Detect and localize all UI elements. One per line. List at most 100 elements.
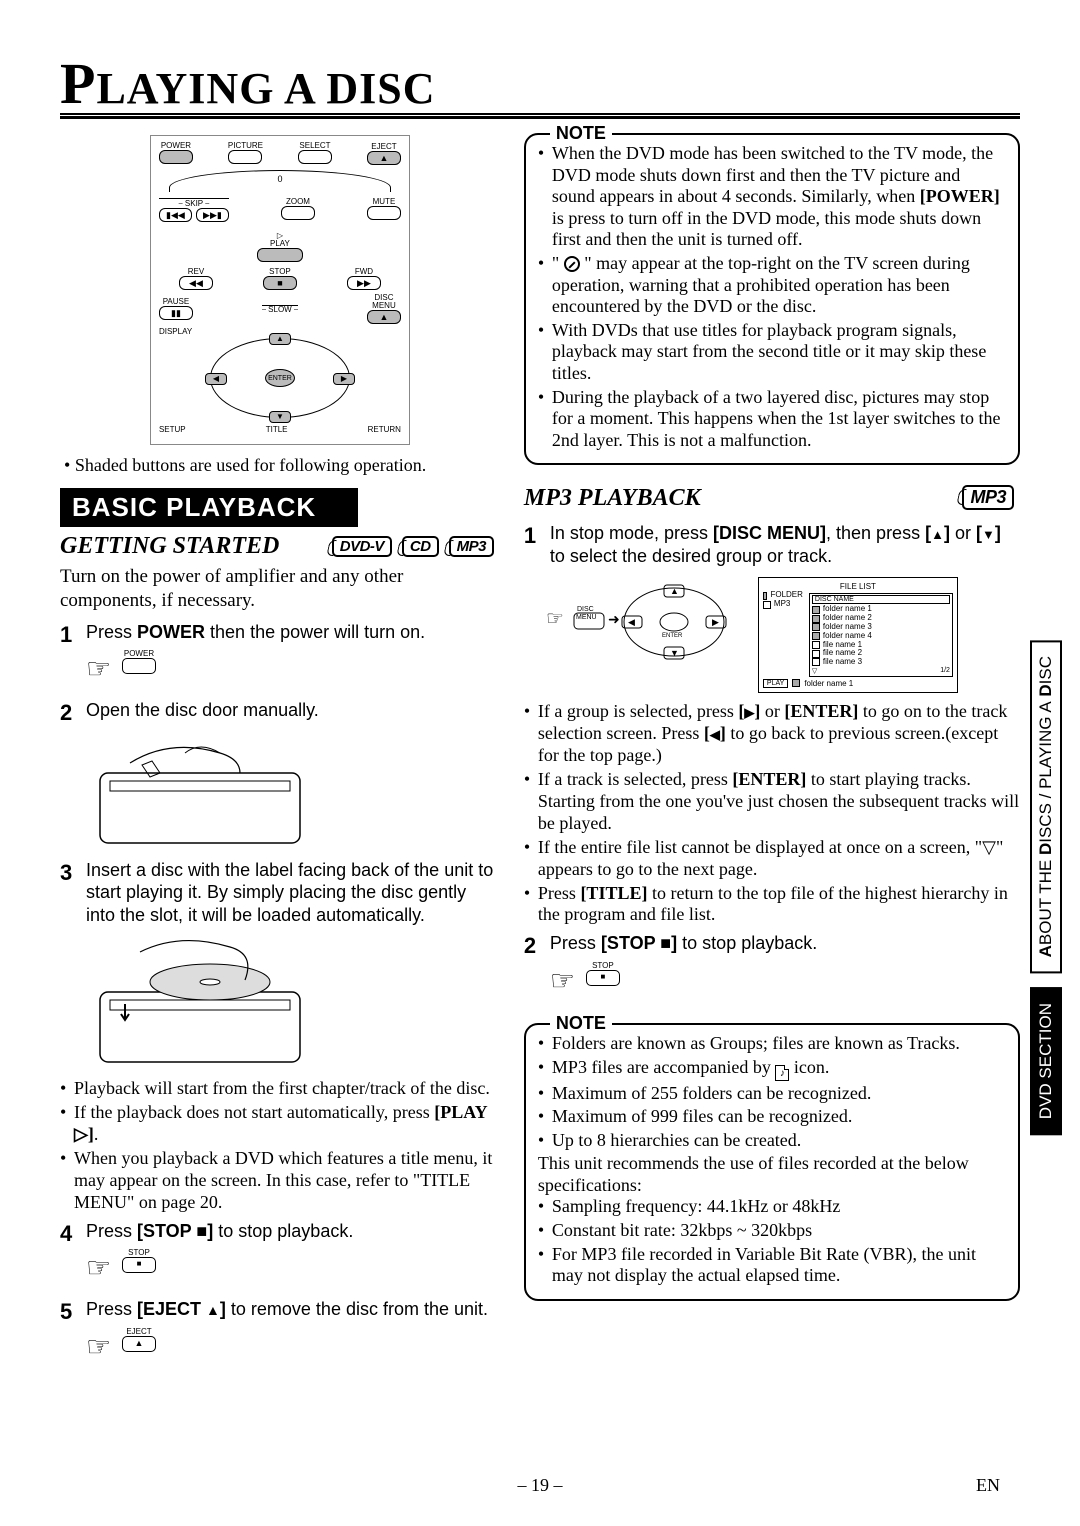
mini-btn-power: POWER [122,658,156,674]
step-number: 5 [60,1298,78,1326]
remote-label-play: PLAY [270,239,290,248]
remote-label-slow: SLOW [268,305,292,314]
page-title: PLAYING A DISC [60,50,1020,117]
gs-intro: Turn on the power of amplifier and any o… [60,565,500,613]
svg-text:☞: ☞ [546,608,564,630]
remote-label-skip: SKIP [185,199,203,208]
remote-btn-stop: ■ [263,276,297,290]
remote-btn-mute [367,206,401,220]
mp3-playback-heading: MP3 PLAYBACK [524,485,701,512]
remote-btn-zoom [281,206,315,220]
remote-btn-select [298,150,332,164]
step-text: Press [EJECT ] to remove the disc from t… [86,1298,488,1326]
remote-label-eject: EJECT [367,143,401,151]
mp3-dpad-diagram: ☞ DISC MENU ➜ ▲ ▼ ◀ ▶ ENTER [544,577,744,667]
mp3-bullets: If a group is selected, press [] or [ENT… [524,701,1020,927]
remote-dpad-right: ▶ [333,373,355,385]
step-number: 1 [524,522,542,567]
mp3-bullet: If a group is selected, press [] or [ENT… [524,701,1020,767]
page-number: – 19 – [518,1475,563,1496]
remote-dpad-enter: ENTER [265,369,295,387]
mini-btn-sym: ■ [137,1259,142,1268]
remote-btn-play [257,248,303,262]
remote-btn-skip-fwd: ▶▶▮ [196,208,229,222]
remote-label-title: TITLE [266,426,288,434]
gs-step-4: 4 Press [STOP ] to stop playback. [60,1220,500,1248]
file-row: file name 3 [823,658,862,667]
gs-bullet: When you playback a DVD which features a… [60,1148,500,1214]
svg-text:▲: ▲ [670,586,679,596]
note-box-1: NOTE When the DVD mode has been switched… [524,133,1020,465]
mini-btn-stop-2: STOP■ [586,970,620,986]
step-number: 4 [60,1220,78,1248]
remote-label-return: RETURN [368,426,401,434]
mp3-bullet: If the entire file list cannot be displa… [524,837,1020,881]
remote-dpad-left: ◀ [205,373,227,385]
note1-item: During the playback of a two layered dis… [538,387,1006,452]
title-rest: LAYING A DISC [96,64,435,113]
gs-step-5: 5 Press [EJECT ] to remove the disc from… [60,1298,500,1326]
mini-btn-eject: EJECT▲ [122,1336,156,1352]
basic-playback-banner: BASIC PLAYBACK [60,488,358,527]
remote-label-fwd: FWD [347,268,381,276]
step-text: Press [STOP ] to stop playback. [86,1220,353,1248]
step-number: 2 [524,932,542,960]
side-tab-about-discs: ABOUT THE DISCS / PLAYING A DISC [1030,640,1062,973]
remote-caption: Shaded buttons are used for following op… [64,455,496,476]
note2-item2: Sampling frequency: 44.1kHz or 48kHz [538,1196,1006,1218]
note-label: NOTE [550,123,612,144]
open-door-illustration [90,733,320,853]
step-number: 2 [60,699,78,727]
remote-dpad-down: ▼ [269,411,291,423]
remote-btn-discmenu: ▲ [367,310,401,324]
note1-item: With DVDs that use titles for playback p… [538,320,1006,385]
gs-step-3: 3 Insert a disc with the label facing ba… [60,859,500,927]
remote-label-zoom: ZOOM [281,198,315,206]
step-text: Press POWER then the power will turn on. [86,621,425,649]
svg-text:➜: ➜ [608,613,620,628]
left-column: POWER PICTURE SELECT EJECT▲ 0 ⎯ SKIP ⎯▮◀… [60,129,500,1371]
note2-item: Folders are known as Groups; files are k… [538,1033,1006,1055]
mp3-step-1: 1 In stop mode, press [DISC MENU], then … [524,522,1020,567]
note1-item: When the DVD mode has been switched to t… [538,143,1006,251]
note2-item2: Constant bit rate: 32kbps ~ 320kbps [538,1220,1006,1242]
note2-item2: For MP3 file recorded in Variable Bit Ra… [538,1244,1006,1287]
mp3-bullet: Press [TITLE] to return to the top file … [524,883,1020,927]
step-text: Open the disc door manually. [86,699,319,727]
mini-btn-label: POWER [123,649,155,659]
side-tab-dvd-section: DVD SECTION [1030,987,1062,1135]
svg-text:◀: ◀ [628,617,635,627]
note1-item: " " may appear at the top-right on the T… [538,253,1006,318]
badge-mp3-right: MP3 [962,485,1014,510]
badge-cd: CD [402,536,439,557]
hand-stop-icon-2: STOP■ [550,966,620,1000]
step-text: In stop mode, press [DISC MENU], then pr… [550,522,1020,567]
mini-btn-stop: STOP■ [122,1257,156,1273]
note-label: NOTE [550,1013,612,1034]
remote-label-rev: REV [179,268,213,276]
badge-dvdv: DVD-V [332,536,392,557]
step-text: Insert a disc with the label facing back… [86,859,500,927]
mp3-navigation-illustration: ☞ DISC MENU ➜ ▲ ▼ ◀ ▶ ENTER FILE LIST [544,577,1020,693]
remote-label-stop: STOP [263,268,297,276]
remote-label-mute: MUTE [367,198,401,206]
remote-label-picture: PICTURE [228,142,263,150]
remote-zero: 0 [277,175,282,184]
remote-diagram: POWER PICTURE SELECT EJECT▲ 0 ⎯ SKIP ⎯▮◀… [150,135,410,445]
step-number: 1 [60,621,78,649]
svg-text:MENU: MENU [576,614,597,621]
note-box-2: NOTE Folders are known as Groups; files … [524,1023,1020,1301]
remote-btn-eject: ▲ [367,151,401,165]
file-list-screenshot: FILE LIST FOLDER MP3 DISC NAME folder na… [758,577,958,693]
remote-dpad-up: ▲ [269,333,291,345]
mp3-bullet: If a track is selected, press [ENTER] to… [524,769,1020,835]
remote-label-power: POWER [159,142,193,150]
mini-btn-sym: ■ [601,972,606,981]
file-list-page: 1/2 [940,667,950,675]
mini-btn-label: STOP [123,1248,155,1258]
note2-item: Maximum of 999 files can be recognized. [538,1106,1006,1128]
remote-btn-power [159,150,193,164]
svg-text:ENTER: ENTER [662,633,683,639]
svg-text:DISC: DISC [577,606,594,613]
file-list-current: folder name 1 [804,679,853,688]
